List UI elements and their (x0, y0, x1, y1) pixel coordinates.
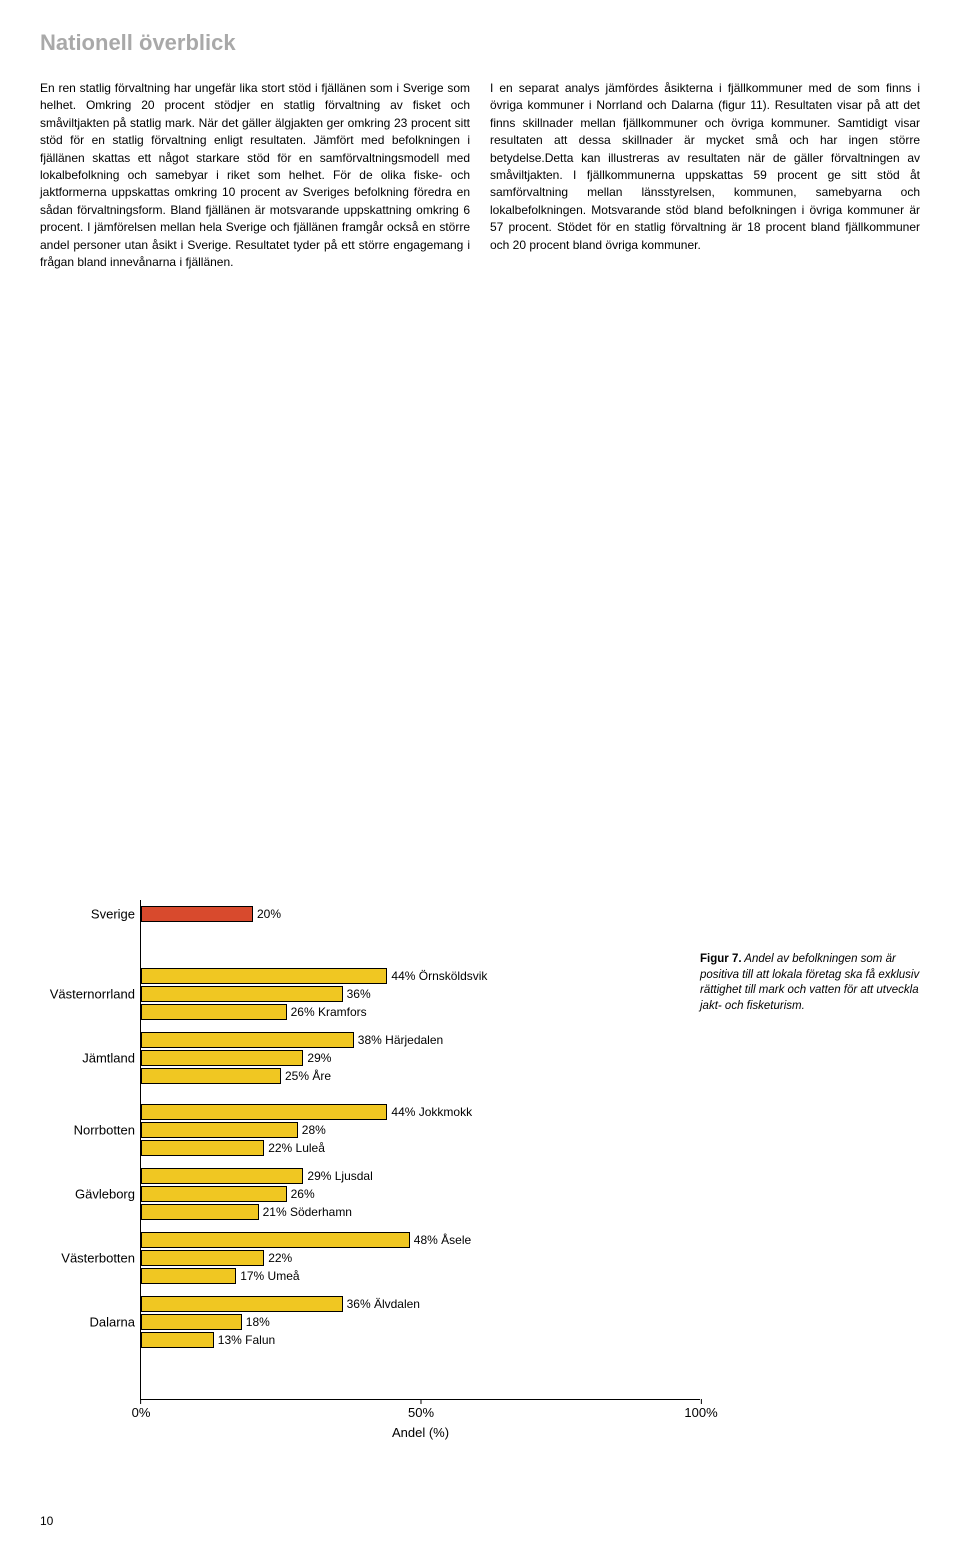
bar-label: 25% Åre (285, 1069, 331, 1083)
category-label: Sverige (45, 907, 141, 922)
bar-label: 36% (347, 987, 371, 1001)
bar-label: 13% Falun (218, 1333, 275, 1347)
category-label: Västernorrland (45, 987, 141, 1002)
bar (141, 1332, 214, 1348)
x-tick: 50% (408, 1399, 434, 1420)
bar-label: 21% Söderhamn (263, 1205, 352, 1219)
bar-group: Jämtland38% Härjedalen29%25% Åre (141, 1032, 700, 1084)
bar-label: 20% (257, 907, 281, 921)
bar (141, 1032, 354, 1048)
bar-label: 18% (246, 1315, 270, 1329)
bar (141, 1314, 242, 1330)
bar-label: 17% Umeå (240, 1269, 299, 1283)
bar-group: Sverige20% (141, 906, 700, 922)
category-label: Västerbotten (45, 1251, 141, 1266)
category-label: Norrbotten (45, 1123, 141, 1138)
bar-label: 28% (302, 1123, 326, 1137)
bar-label: 36% Älvdalen (347, 1297, 420, 1311)
bar (141, 1068, 281, 1084)
bar (141, 968, 387, 984)
bar (141, 1168, 303, 1184)
bar-group: Västernorrland44% Örnsköldsvik36%26% Kra… (141, 968, 700, 1020)
bar (141, 1250, 264, 1266)
bar (141, 1104, 387, 1120)
bar (141, 1296, 343, 1312)
page-number: 10 (40, 1514, 53, 1528)
bar (141, 1140, 264, 1156)
bar (141, 1268, 236, 1284)
bar-label: 29% Ljusdal (307, 1169, 372, 1183)
bar-group: Dalarna36% Älvdalen18%13% Falun (141, 1296, 700, 1348)
bar-group: Gävleborg29% Ljusdal26%21% Söderhamn (141, 1168, 700, 1220)
bar (141, 1186, 287, 1202)
category-label: Dalarna (45, 1315, 141, 1330)
bar-label: 44% Jokkmokk (391, 1105, 472, 1119)
chart: Andel (%) 0%50%100%Sverige20%Västernorrl… (40, 900, 920, 1460)
bar-label: 22% (268, 1251, 292, 1265)
category-label: Jämtland (45, 1051, 141, 1066)
x-tick: 0% (132, 1399, 151, 1420)
section-title: Nationell överblick (40, 30, 920, 56)
bar (141, 1204, 259, 1220)
bar-label: 22% Luleå (268, 1141, 325, 1155)
bar-label: 44% Örnsköldsvik (391, 969, 487, 983)
bar (141, 1122, 298, 1138)
bar-label: 26% Kramfors (291, 1005, 367, 1019)
body-left: En ren statlig förvaltning har ungefär l… (40, 80, 470, 271)
bar (141, 1232, 410, 1248)
x-tick: 100% (684, 1399, 717, 1420)
bar (141, 906, 253, 922)
chart-plot: Andel (%) 0%50%100%Sverige20%Västernorrl… (140, 900, 700, 1400)
bar-label: 26% (291, 1187, 315, 1201)
bar-label: 48% Åsele (414, 1233, 471, 1247)
body-right: I en separat analys jämfördes åsikterna … (490, 80, 920, 271)
bar-label: 29% (307, 1051, 331, 1065)
bar-group: Norrbotten44% Jokkmokk28%22% Luleå (141, 1104, 700, 1156)
category-label: Gävleborg (45, 1187, 141, 1202)
bar (141, 986, 343, 1002)
bar (141, 1004, 287, 1020)
bar-label: 38% Härjedalen (358, 1033, 443, 1047)
bar-group: Västerbotten48% Åsele22%17% Umeå (141, 1232, 700, 1284)
bar (141, 1050, 303, 1066)
body-columns: En ren statlig förvaltning har ungefär l… (40, 80, 920, 271)
